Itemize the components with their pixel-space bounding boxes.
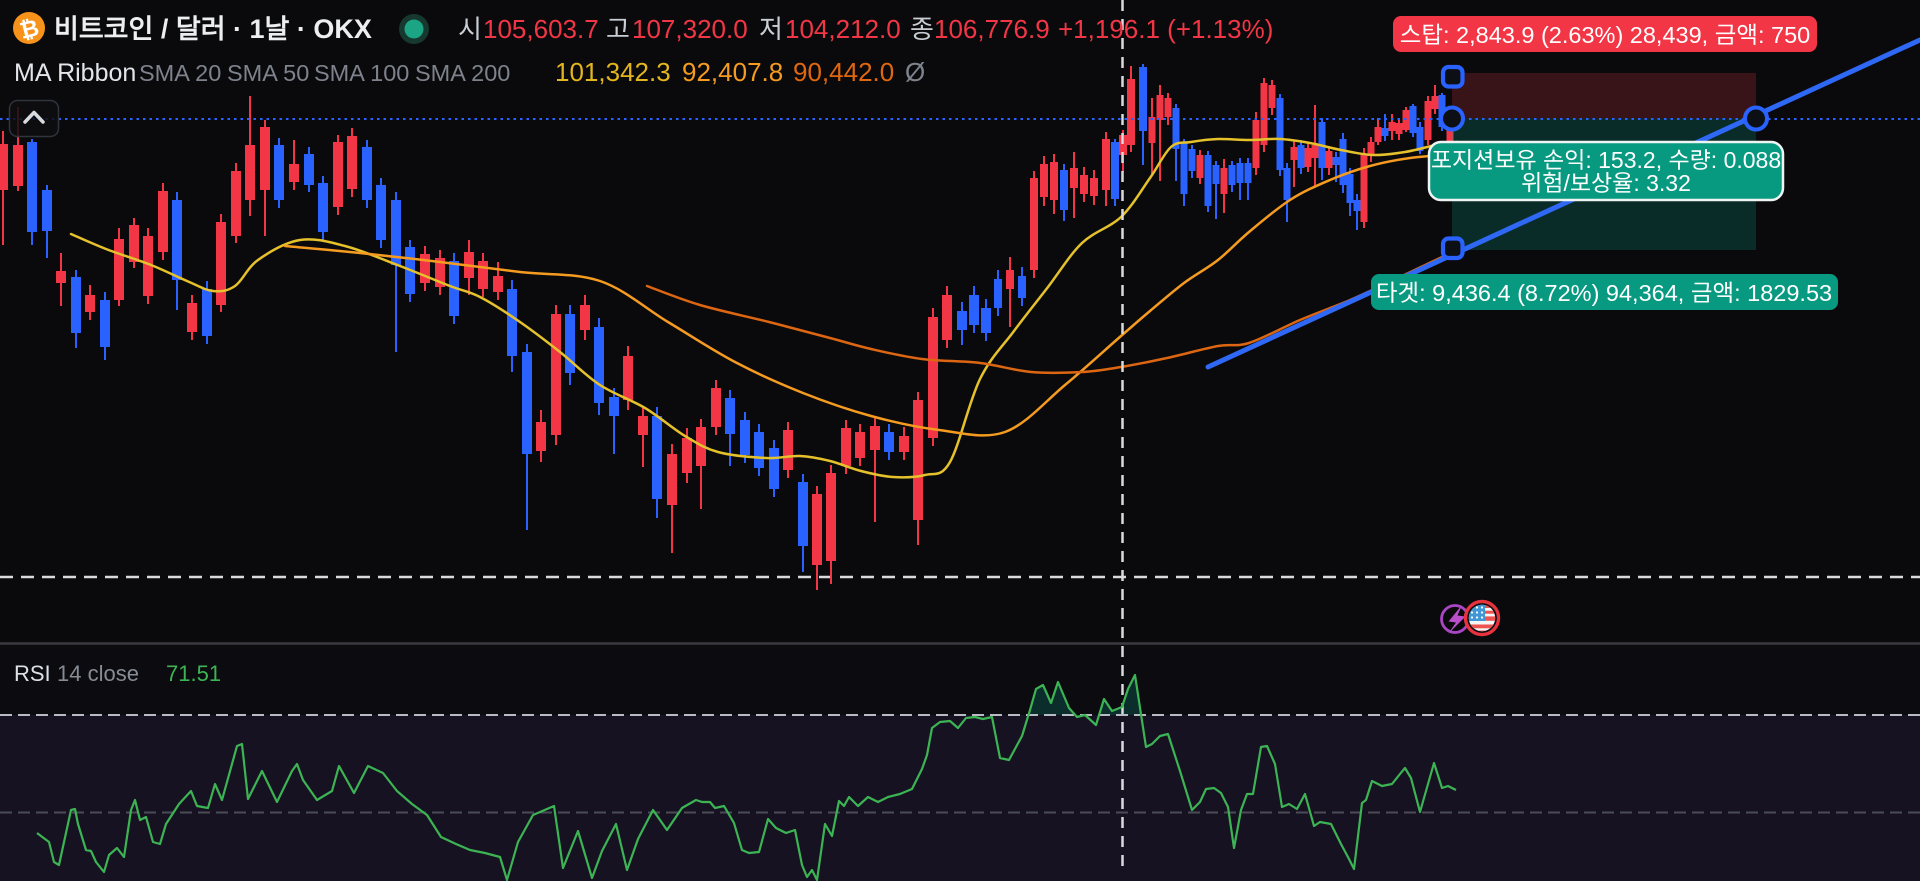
svg-text:비트코인 / 달러 · 1날 · OKX: 비트코인 / 달러 · 1날 · OKX (54, 7, 372, 46)
svg-text:107,320.0: 107,320.0 (632, 9, 748, 46)
svg-text:SMA 100: SMA 100 (314, 54, 409, 88)
svg-text:71.51: 71.51 (166, 656, 221, 688)
svg-text:포지션보유 손익: 153.2, 수량: 0.088: 포지션보유 손익: 153.2, 수량: 0.088 (1431, 141, 1781, 175)
svg-text:+1,196.1 (+1.13%): +1,196.1 (+1.13%) (1058, 9, 1273, 46)
svg-text:SMA 200: SMA 200 (415, 54, 510, 88)
svg-text:105,603.7: 105,603.7 (483, 9, 599, 46)
svg-text:SMA 50: SMA 50 (227, 54, 309, 88)
svg-text:타겟: 9,436.4 (8.72%) 94,364, 금액: 타겟: 9,436.4 (8.72%) 94,364, 금액: 1829.53 (1376, 274, 1832, 308)
svg-text:스탑: 2,843.9 (2.63%) 28,439, 금액: 스탑: 2,843.9 (2.63%) 28,439, 금액: 750 (1400, 16, 1811, 50)
svg-text:90,442.0: 90,442.0 (793, 52, 894, 89)
svg-text:Ø: Ø (905, 52, 925, 89)
svg-text:SMA 20: SMA 20 (139, 54, 221, 88)
svg-text:고: 고 (606, 9, 630, 46)
svg-text:RSI: RSI (14, 656, 51, 688)
svg-text:101,342.3: 101,342.3 (555, 52, 671, 89)
svg-text:저: 저 (759, 9, 783, 46)
svg-text:시: 시 (458, 9, 482, 46)
svg-text:MA Ribbon: MA Ribbon (14, 53, 136, 89)
svg-text:14 close: 14 close (57, 656, 139, 688)
svg-text:92,407.8: 92,407.8 (682, 52, 783, 89)
svg-text:위험/보상율: 3.32: 위험/보상율: 3.32 (1521, 164, 1691, 198)
svg-text:104,212.0: 104,212.0 (785, 9, 901, 46)
svg-text:종: 종 (910, 9, 934, 46)
svg-text:106,776.9: 106,776.9 (934, 9, 1050, 46)
